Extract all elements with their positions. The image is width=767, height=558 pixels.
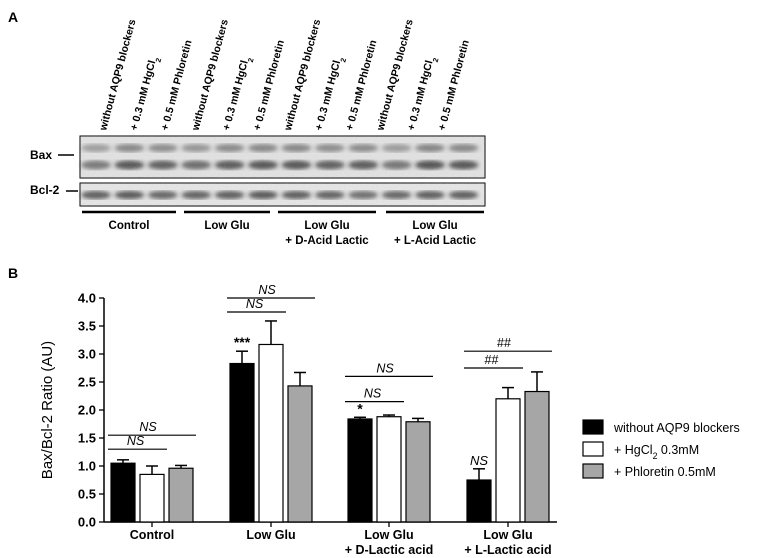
blot-group-label: Low Glu xyxy=(304,220,349,232)
x-tick-label: Low Glu xyxy=(246,528,295,542)
legend-swatch xyxy=(582,419,604,435)
panel-b-label: B xyxy=(8,265,18,281)
comparison-label: NS xyxy=(376,361,394,375)
bar-chart: 0.0 0.5 1.0 1.5 2.0 2.5 3.0 3.5 4.0 Bax/Bcl-2 Rat… xyxy=(39,283,557,557)
x-tick-label: + D-Lactic acid xyxy=(345,543,434,557)
legend-swatch xyxy=(582,441,604,457)
bar xyxy=(376,416,402,523)
blot-group-label: Low Glu xyxy=(204,220,249,232)
bar xyxy=(139,473,165,523)
lane-label: + 0.5 mM Phloretin xyxy=(436,39,472,132)
comparison-label: NS xyxy=(258,283,276,297)
lane-label: + 0.5 mM Phloretin xyxy=(159,39,195,132)
y-axis-label: Bax/Bcl-2 Ratio (AU) xyxy=(39,341,56,479)
bar xyxy=(495,398,521,523)
panel-a-label: A xyxy=(8,9,18,25)
legend-label: + Phloretin 0.5mM xyxy=(614,465,716,479)
y-tick-label: 0.0 xyxy=(78,515,96,530)
x-tick-label: Control xyxy=(130,528,174,542)
lane-label: + 0.5 mM Phloretin xyxy=(251,39,287,132)
x-tick-label: + L-Lactic acid xyxy=(464,543,551,557)
bar xyxy=(347,418,373,523)
comparison-label: ## xyxy=(485,353,499,367)
lane-label: + 0.3 mM HgCl2 xyxy=(405,55,440,133)
significance-marker: * xyxy=(357,400,363,416)
y-tick-label: 4.0 xyxy=(78,291,96,306)
bax-blot-texture xyxy=(80,136,485,178)
y-tick-label: 2.5 xyxy=(78,375,96,390)
x-tick-label: Low Glu xyxy=(483,528,532,542)
bar xyxy=(466,479,492,523)
legend-label: without AQP9 blockers xyxy=(613,421,740,435)
bar xyxy=(524,390,550,523)
y-tick-label: 1.0 xyxy=(78,459,96,474)
legend-label: + HgCl2 0.3mM xyxy=(614,443,699,461)
bar xyxy=(405,421,431,523)
comparison-label: NS xyxy=(127,434,145,448)
lane-labels: without AQP9 blockers+ 0.3 mM HgCl2+ 0.5… xyxy=(97,18,472,133)
bar xyxy=(229,362,255,523)
comparison-label: NS xyxy=(246,297,264,311)
blot-group-label: + D-Acid Lactic xyxy=(285,235,369,247)
bcl2-label: Bcl-2 xyxy=(30,183,60,197)
significance-marker: *** xyxy=(234,334,251,350)
blot-group-labels: Control Low Glu Low Glu + D-Acid Lactic Low … xyxy=(82,210,484,247)
blot-group-label: Control xyxy=(109,220,150,232)
bar xyxy=(287,385,313,523)
legend: without AQP9 blockers + HgCl2 0.3mM + Phlo… xyxy=(582,419,740,479)
lane-label: + 0.3 mM HgCl2 xyxy=(221,55,256,133)
comparison-label: NS xyxy=(139,420,157,434)
y-tick-label: 3.5 xyxy=(78,319,96,334)
comparison-label: NS xyxy=(364,387,382,401)
lane-label: + 0.3 mM HgCl2 xyxy=(313,55,348,133)
y-tick-label: 1.5 xyxy=(78,431,96,446)
x-tick-label: Low Glu xyxy=(364,528,413,542)
y-tick-label: 3.0 xyxy=(78,347,96,362)
bar xyxy=(110,462,136,523)
y-tick-label: 2.0 xyxy=(78,403,96,418)
y-tick-label: 0.5 xyxy=(78,487,96,502)
lane-label: + 0.5 mM Phloretin xyxy=(344,39,380,132)
lane-label: + 0.3 mM HgCl2 xyxy=(128,55,163,133)
bax-label: Bax xyxy=(30,148,52,162)
blot-group-label: + L-Acid Lactic xyxy=(394,235,477,247)
legend-swatch xyxy=(582,463,604,479)
blot-group-label: Low Glu xyxy=(412,220,457,232)
bar xyxy=(168,467,194,523)
significance-marker: NS xyxy=(470,453,488,468)
comparison-label: ## xyxy=(497,336,511,350)
bcl2-blot-texture xyxy=(80,183,485,206)
western-blot xyxy=(79,135,486,207)
bar xyxy=(258,343,284,523)
